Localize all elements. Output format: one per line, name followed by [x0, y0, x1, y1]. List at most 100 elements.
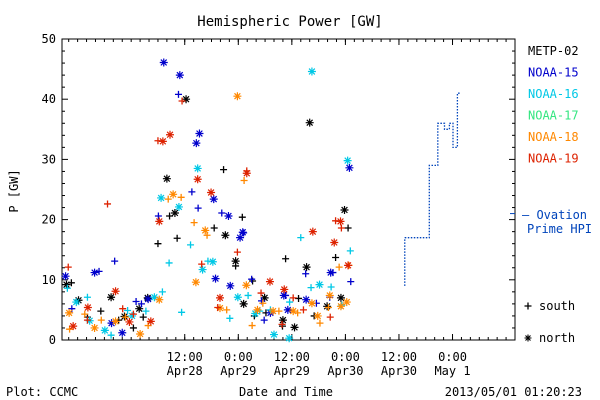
south-point-marker	[332, 217, 340, 225]
north-point-marker	[226, 281, 235, 290]
south-point-marker	[107, 331, 115, 339]
south-point-marker	[223, 306, 231, 314]
south-point-marker	[335, 263, 343, 271]
south-point-marker	[282, 255, 290, 263]
legend: METP-02 NOAA-15 NOAA-16 NOAA-17 NOAA-18 NOAA-…	[522, 44, 592, 345]
south-point-marker	[129, 310, 137, 318]
south-point-marker	[124, 307, 132, 315]
south-point-marker	[286, 298, 294, 306]
north-point-marker	[90, 268, 99, 277]
south-point-marker	[139, 313, 147, 321]
north-point-marker	[62, 280, 71, 289]
north-point-marker	[107, 319, 116, 328]
north-point-marker	[135, 304, 144, 313]
south-point-marker	[177, 193, 185, 201]
north-point-marker	[128, 311, 137, 320]
x-tick-label-time: 0:00	[224, 350, 253, 364]
north-point-marker	[330, 238, 339, 247]
north-point-marker	[305, 118, 314, 127]
south-point-marker	[154, 212, 162, 220]
north-point-marker	[251, 309, 260, 318]
north-point-marker	[238, 228, 247, 237]
north-point-marker	[325, 291, 334, 300]
north-point-marker	[155, 217, 164, 226]
south-point-marker	[327, 283, 335, 291]
north-point-marker	[242, 169, 251, 178]
north-point-marker	[118, 328, 127, 337]
north-point-marker	[269, 307, 278, 316]
legend-entry: NOAA-18	[528, 130, 579, 144]
south-point-marker	[178, 308, 186, 316]
north-point-marker	[193, 164, 202, 173]
south-point-marker	[297, 234, 305, 242]
plot-axes: 0102030405012:00Apr280:00Apr2912:00Apr29…	[42, 32, 516, 378]
north-point-marker	[233, 293, 242, 302]
y-tick-label: 40	[42, 92, 56, 106]
south-point-marker	[81, 310, 89, 318]
north-point-marker	[166, 130, 175, 139]
legend-marker-label: north	[539, 331, 575, 345]
south-point-marker	[220, 166, 228, 174]
south-point-marker	[326, 313, 334, 321]
south-point-marker	[95, 267, 103, 275]
north-point-marker	[208, 257, 217, 266]
north-point-marker	[195, 129, 204, 138]
x-tick-label-date: May 1	[434, 364, 470, 378]
legend-entry: NOAA-15	[528, 66, 579, 80]
ovation-step-line	[404, 92, 461, 239]
north-point-marker	[158, 137, 167, 146]
south-point-marker	[165, 259, 173, 267]
south-point-marker	[289, 294, 297, 302]
chart-title: Hemispheric Power [GW]	[197, 14, 382, 30]
south-point-marker	[337, 224, 345, 232]
south-point-marker	[158, 288, 166, 296]
north-point-marker	[157, 193, 166, 202]
south-point-marker	[214, 303, 222, 311]
north-point-marker	[198, 265, 207, 274]
north-point-marker	[65, 308, 74, 317]
north-point-marker	[315, 280, 324, 289]
south-point-marker	[240, 176, 248, 184]
south-point-marker	[248, 322, 256, 330]
north-point-marker	[155, 295, 164, 304]
north-point-marker	[336, 302, 345, 311]
north-point-marker	[207, 188, 216, 197]
south-point-marker	[347, 278, 355, 286]
south-point-marker	[174, 90, 182, 98]
south-point-marker	[64, 263, 72, 271]
north-point-marker	[231, 257, 240, 266]
north-point-marker	[192, 139, 201, 148]
x-tick-label-date: Apr29	[220, 364, 256, 378]
south-point-marker	[194, 204, 202, 212]
north-point-marker	[146, 317, 155, 326]
north-point-marker	[144, 295, 153, 304]
south-point-marker	[324, 303, 332, 311]
south-point-marker	[121, 313, 129, 321]
north-point-marker	[191, 278, 200, 287]
north-point-marker	[313, 311, 322, 320]
north-point-marker	[125, 317, 134, 326]
x-axis-label: Date and Time	[239, 385, 333, 399]
south-point-marker	[332, 254, 340, 262]
north-point-marker	[308, 227, 317, 236]
footer-plot-source: Plot: CCMC	[6, 385, 78, 399]
south-point-marker	[307, 284, 315, 292]
south-point-marker	[316, 319, 324, 327]
north-point-marker	[182, 95, 191, 104]
north-point-marker	[336, 293, 345, 302]
legend-entry: NOAA-17	[528, 109, 579, 123]
north-point-marker	[302, 295, 311, 304]
south-point-marker	[198, 260, 206, 268]
north-point-marker	[290, 323, 299, 332]
north-point-marker	[83, 303, 92, 312]
north-point-marker	[215, 293, 224, 302]
south-point-marker	[248, 275, 256, 283]
y-tick-label: 50	[42, 32, 56, 46]
north-point-marker	[307, 67, 316, 76]
north-point-marker	[69, 322, 78, 331]
south-point-marker	[129, 324, 137, 332]
north-point-marker	[233, 92, 242, 101]
south-point-marker	[187, 241, 195, 249]
north-point-marker	[100, 326, 109, 335]
north-point-marker	[107, 293, 116, 302]
